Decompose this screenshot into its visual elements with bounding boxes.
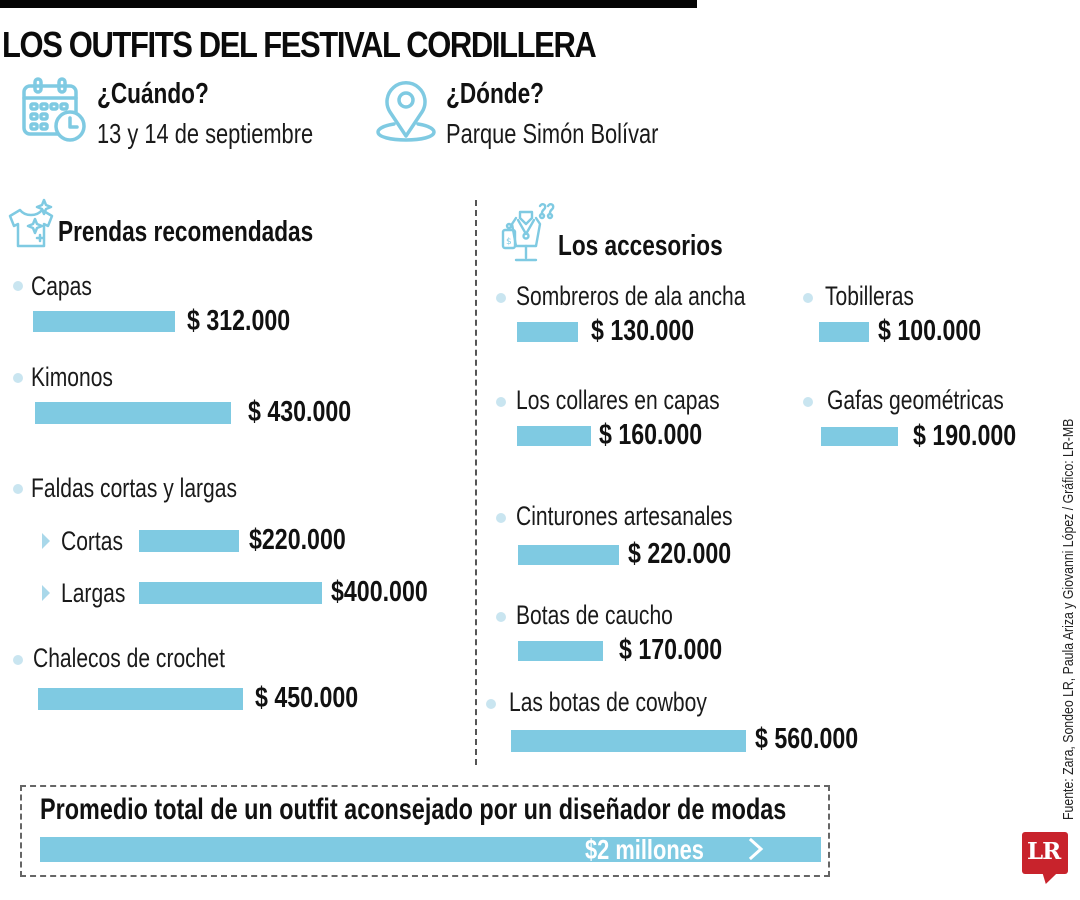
item-label-gafas: Gafas geométricas [827,385,1004,415]
bullet-dot [13,484,23,494]
bar-botas-cowboy [511,730,746,752]
price-chalecos: $ 450.000 [255,682,359,714]
bar-kimonos [35,402,231,424]
accesorios-title: Los accesorios [558,230,723,262]
svg-text:$: $ [506,237,512,247]
bar-gafas [821,427,898,446]
bar-collares [517,426,591,446]
bar-capas [33,311,175,332]
sub-bullet-arrow [42,585,50,601]
top-rule [0,0,697,8]
item-label-botas-caucho: Botas de caucho [516,600,673,630]
where-label: ¿Dónde? [446,78,545,110]
item-label-botas-cowboy: Las botas de cowboy [509,687,707,717]
bar-tobilleras [819,322,869,342]
prendas-title: Prendas recomendadas [58,216,314,248]
shirt-sparkle-icon [6,198,56,250]
bar-chalecos [38,688,243,710]
bar-cinturones [518,545,619,565]
bullet-dot [496,293,506,303]
where-value: Parque Simón Bolívar [446,118,659,149]
bar-largas [139,582,322,604]
sub-bullet-arrow [42,533,50,549]
bullet-dot [486,699,496,709]
item-label-tobilleras: Tobilleras [825,281,914,311]
summary-bar [40,837,821,862]
column-divider [475,200,477,765]
item-label-cinturones: Cinturones artesanales [516,501,733,531]
price-tobilleras: $ 100.000 [878,315,982,347]
price-cinturones: $ 220.000 [628,538,732,570]
bar-sombreros [517,322,578,342]
lr-logo [1022,832,1068,874]
price-botas-caucho: $ 170.000 [619,634,723,666]
when-label: ¿Cuándo? [97,78,209,110]
price-cortas: $220.000 [249,524,346,556]
calendar-clock-icon [20,76,88,144]
item-label-kimonos: Kimonos [31,362,113,392]
summary-label: Promedio total de un outfit aconsejado p… [40,793,787,826]
bullet-dot [13,373,23,383]
bullet-dot [496,513,506,523]
item-label-largas: Largas [61,578,126,608]
summary-box [20,785,830,877]
item-label-capas: Capas [31,271,92,301]
item-label-faldas: Faldas cortas y largas [31,473,238,503]
item-label-chalecos: Chalecos de crochet [33,643,225,673]
price-kimonos: $ 430.000 [248,396,352,428]
location-pin-icon [375,78,437,144]
price-capas: $ 312.000 [187,305,291,337]
price-botas-cowboy: $ 560.000 [755,723,859,755]
bullet-dot [13,655,23,665]
bullet-dot [803,397,813,407]
chevron-right-icon [748,838,764,860]
bar-cortas [139,530,239,552]
bullet-dot [496,397,506,407]
page-title: LOS OUTFITS DEL FESTIVAL CORDILLERA [2,24,597,65]
source-credit: Fuente: Zara, Sondeo LR, Paula Ariza y G… [1060,418,1077,820]
lr-logo-tail [1037,872,1059,884]
price-collares: $ 160.000 [599,419,703,451]
price-largas: $400.000 [331,576,428,608]
summary-value: $2 millones [585,834,704,865]
price-sombreros: $ 130.000 [591,315,695,347]
jewelry-mannequin-icon: $ [498,202,558,266]
bullet-dot [803,293,813,303]
bullet-dot [496,612,506,622]
item-label-sombreros: Sombreros de ala ancha [516,281,746,311]
bullet-dot [13,281,23,291]
lr-logo-text: LR [1027,838,1061,865]
item-label-cortas: Cortas [61,526,124,556]
when-value: 13 y 14 de septiembre [97,118,314,149]
bar-botas-caucho [518,641,603,661]
price-gafas: $ 190.000 [913,420,1017,452]
item-label-collares: Los collares en capas [516,385,720,415]
